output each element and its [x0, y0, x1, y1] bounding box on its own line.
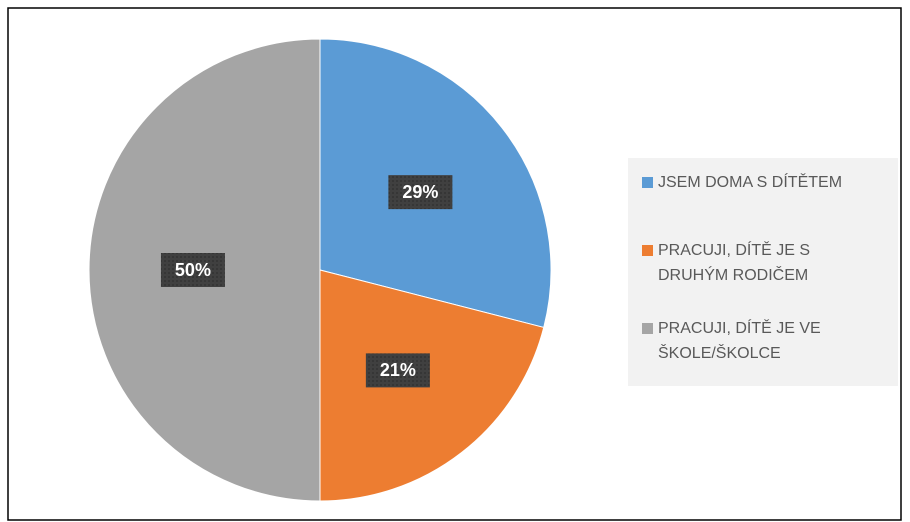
pie-slice — [319, 269, 545, 502]
legend-label: JSEM DOMA S DÍTĚTEM — [658, 174, 843, 191]
legend: JSEM DOMA S DÍTĚTEM PRACUJI, DÍTĚ JE S DR… — [628, 158, 898, 386]
data-label-box — [365, 353, 430, 388]
legend-swatch — [642, 323, 653, 334]
legend-swatch — [642, 245, 653, 256]
legend-label: PRACUJI, DÍTĚ JE S DRUHÝM RODIČEM — [658, 242, 811, 284]
data-label-box — [388, 175, 453, 210]
chart-frame — [7, 7, 902, 521]
data-label-box — [160, 253, 225, 287]
legend-item: JSEM DOMA S DÍTĚTEM — [642, 170, 878, 195]
legend-swatch — [642, 177, 653, 188]
legend-item: PRACUJI, DÍTĚ JE S DRUHÝM RODIČEM — [642, 238, 878, 288]
data-label: 50% — [175, 260, 211, 280]
legend-label: PRACUJI, DÍTĚ JE VE ŠKOLE/ŠKOLCE — [658, 320, 821, 362]
data-label: 29% — [402, 182, 438, 202]
legend-item: PRACUJI, DÍTĚ JE VE ŠKOLE/ŠKOLCE — [642, 316, 878, 366]
data-label: 21% — [380, 360, 416, 380]
